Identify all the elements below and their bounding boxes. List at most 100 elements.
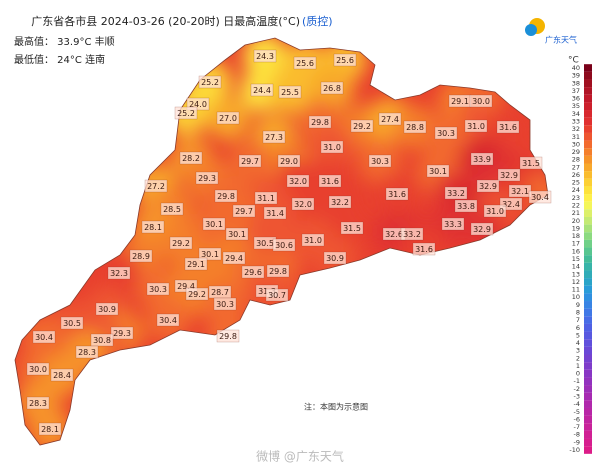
legend-label: 34 <box>572 110 580 118</box>
legend-label: 32 <box>572 125 580 133</box>
legend-label: 33 <box>572 117 580 125</box>
reading-label: 27.0 <box>219 114 237 123</box>
legend-label: 2 <box>576 354 580 362</box>
reading-label: 30.4 <box>159 316 177 325</box>
legend-swatch <box>584 209 592 217</box>
legend-swatch <box>584 385 592 393</box>
reading-label: 32.9 <box>479 182 497 191</box>
legend-swatch <box>584 87 592 95</box>
legend-swatch <box>584 232 592 240</box>
reading-label: 27.4 <box>381 115 399 124</box>
legend-swatch <box>584 430 592 439</box>
reading-box <box>169 236 193 250</box>
reading-box <box>434 126 458 140</box>
legend-label: 26 <box>572 171 580 179</box>
reading-label: 30.3 <box>371 157 389 166</box>
legend-swatch <box>584 331 592 340</box>
reading-label: 27.2 <box>147 182 165 191</box>
legend-swatch <box>584 117 592 126</box>
legend-swatch <box>584 308 592 317</box>
reading-box <box>483 204 507 218</box>
legend-label: 3 <box>576 347 580 355</box>
reading-label: 25.2 <box>177 109 195 118</box>
reading-label: 30.4 <box>531 193 549 202</box>
title: 广东省各市县 2024-03-26 (20-20时) 日最高温度(°C) <box>31 14 300 28</box>
legend-label: 6 <box>576 324 580 332</box>
reading-label: 31.0 <box>323 143 341 152</box>
legend-swatch <box>584 270 592 279</box>
reading-box <box>141 220 165 234</box>
reading-label: 29.8 <box>311 118 329 127</box>
min-line: 最低值： 24°C 连南 <box>14 53 105 66</box>
legend-label: 37 <box>572 87 580 95</box>
reading-label: 29.8 <box>217 192 235 201</box>
reading-box <box>144 179 168 193</box>
legend-label: 8 <box>576 308 580 316</box>
reading-label: 28.2 <box>182 154 200 163</box>
legend-swatch <box>584 216 592 225</box>
reading-box <box>214 189 238 203</box>
reading-box <box>320 140 344 154</box>
reading-label: 31.6 <box>415 245 433 254</box>
legend-label: -7 <box>574 423 580 431</box>
reading-box <box>222 251 246 265</box>
legend-label: 39 <box>572 72 580 80</box>
reading-box <box>250 83 274 97</box>
reading-box <box>320 81 344 95</box>
reading-box <box>32 330 56 344</box>
legend-swatch <box>584 201 592 210</box>
reading-box <box>496 120 520 134</box>
legend-label: 10 <box>572 293 580 301</box>
legend-label: 36 <box>572 95 580 103</box>
legend-swatch <box>584 400 592 408</box>
legend-swatch <box>584 262 592 271</box>
reading-box <box>238 154 262 168</box>
logo-text: 广东天气 <box>545 35 577 45</box>
reading-label: 29.2 <box>188 290 206 299</box>
legend-label: 29 <box>572 148 580 156</box>
legend-swatch <box>584 278 592 286</box>
reading-box <box>185 287 209 301</box>
reading-box <box>266 264 290 278</box>
reading-label: 29.8 <box>269 267 287 276</box>
legend-label: 25 <box>572 179 580 187</box>
legend-swatch <box>584 148 592 156</box>
reading-box <box>340 221 364 235</box>
reading-label: 28.1 <box>41 425 59 434</box>
reading-box <box>308 115 332 129</box>
reading-label: 31.0 <box>486 207 504 216</box>
legend-label: 4 <box>576 339 580 347</box>
legend-label: 12 <box>572 278 580 286</box>
reading-box <box>328 195 352 209</box>
reading-label: 28.8 <box>406 123 424 132</box>
reading-box <box>263 206 287 220</box>
legend-label: 31 <box>572 133 580 141</box>
reading-label: 24.0 <box>189 100 207 109</box>
reading-box <box>444 186 468 200</box>
reading-label: 30.5 <box>63 319 81 328</box>
legend-swatch <box>584 362 592 370</box>
legend-label: 40 <box>572 64 580 72</box>
reading-box <box>469 94 493 108</box>
reading-label: 32.4 <box>502 200 520 209</box>
reading-box <box>160 202 184 216</box>
legend-label: -4 <box>574 400 580 408</box>
legend-label: 18 <box>572 232 580 240</box>
legend-label: 19 <box>572 224 580 232</box>
legend-swatch <box>584 79 592 88</box>
reading-box <box>26 362 50 376</box>
legend-label: 27 <box>572 163 580 171</box>
legend-label: 14 <box>572 263 580 271</box>
qc-label: (质控) <box>302 14 333 28</box>
reading-box <box>216 329 240 343</box>
reading-box <box>202 217 226 231</box>
reading-label: 29.3 <box>113 329 131 338</box>
reading-label: 29.8 <box>219 332 237 341</box>
reading-box <box>75 345 99 359</box>
reading-box <box>50 368 74 382</box>
reading-label: 33.9 <box>473 155 491 164</box>
legend-label: 16 <box>572 247 580 255</box>
legend-swatch <box>584 171 592 179</box>
reading-label: 29.7 <box>235 207 253 216</box>
